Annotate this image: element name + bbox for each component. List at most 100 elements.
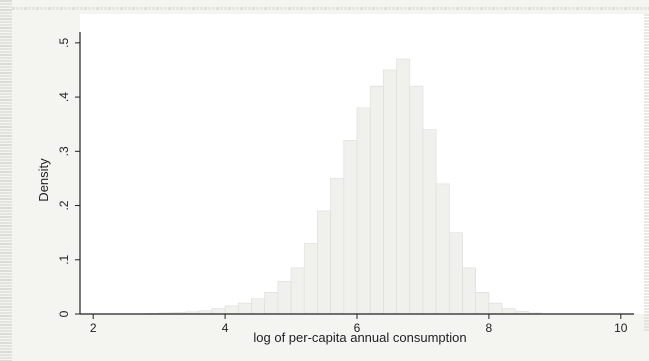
scan-speckle xyxy=(20,7,23,10)
scan-speckle xyxy=(0,240,12,242)
scan-speckle xyxy=(576,7,579,10)
histogram-bar xyxy=(449,232,463,315)
scan-speckle xyxy=(420,7,423,10)
scan-speckle xyxy=(644,260,649,262)
scan-speckle xyxy=(644,65,649,67)
scan-speckle xyxy=(644,38,649,40)
scan-speckle xyxy=(516,7,519,10)
scan-speckle xyxy=(476,7,479,10)
scan-speckle xyxy=(0,105,12,107)
scan-speckle xyxy=(644,209,649,211)
scan-speckle xyxy=(352,7,355,10)
scan-speckle xyxy=(644,35,649,37)
scan-speckle xyxy=(0,237,12,239)
scan-speckle xyxy=(456,7,459,10)
histogram-bar xyxy=(330,178,345,315)
scan-speckle xyxy=(0,102,12,104)
y-axis-ticks: 0 .1 .2 .3 .4 .5 xyxy=(57,38,80,317)
histogram-bar xyxy=(396,58,411,315)
scan-speckle xyxy=(644,206,649,208)
scan-speckle xyxy=(520,7,523,10)
scan-speckle xyxy=(284,7,287,10)
scan-speckle xyxy=(644,140,649,142)
scan-speckle xyxy=(644,278,649,280)
scan-speckle xyxy=(0,126,12,128)
scan-speckle xyxy=(508,7,511,10)
scan-speckle xyxy=(292,7,295,10)
scan-speckle xyxy=(0,210,12,212)
histogram-bars xyxy=(145,58,542,315)
histogram-bar xyxy=(211,308,226,315)
scan-speckle xyxy=(0,348,12,350)
scan-speckle xyxy=(644,281,649,283)
scan-speckle xyxy=(444,7,447,10)
scan-speckle xyxy=(0,33,12,35)
scan-speckle xyxy=(644,236,649,238)
scan-speckle xyxy=(644,86,649,88)
scan-speckle xyxy=(0,72,12,74)
scan-speckle xyxy=(0,318,12,320)
scan-speckle xyxy=(0,96,12,98)
scan-speckle xyxy=(644,143,649,145)
scan-speckle xyxy=(92,7,95,10)
scan-speckle xyxy=(296,7,299,10)
scan-speckle xyxy=(228,7,231,10)
scan-speckle xyxy=(0,276,12,278)
scan-speckle xyxy=(248,7,251,10)
scan-speckle xyxy=(0,303,12,305)
scan-speckle xyxy=(0,207,12,209)
scan-speckle xyxy=(588,7,591,10)
scan-speckle xyxy=(0,189,12,191)
histogram-bar xyxy=(277,281,292,315)
scan-speckle xyxy=(640,7,643,10)
x-tick-label: 4 xyxy=(222,321,229,335)
scan-speckle xyxy=(208,7,211,10)
scan-speckle xyxy=(128,7,131,10)
scan-speckle xyxy=(540,7,543,10)
scan-speckle xyxy=(380,7,383,10)
scan-speckle xyxy=(644,161,649,163)
scan-speckle xyxy=(196,7,199,10)
scan-speckle xyxy=(88,7,91,10)
scan-speckle xyxy=(644,302,649,304)
scan-speckle xyxy=(436,7,439,10)
scan-speckle xyxy=(0,18,12,20)
scan-speckle xyxy=(644,122,649,124)
scan-speckle xyxy=(0,315,12,317)
scan-speckle xyxy=(644,257,649,259)
scan-speckle xyxy=(644,116,649,118)
scan-speckle xyxy=(0,123,12,125)
scan-speckle xyxy=(644,287,649,289)
scan-speckle xyxy=(148,7,151,10)
scan-speckle xyxy=(0,333,12,335)
scan-speckle xyxy=(644,248,649,250)
scan-speckle xyxy=(644,50,649,52)
scan-speckle xyxy=(592,7,595,10)
scan-speckle xyxy=(416,7,419,10)
scan-speckle xyxy=(0,6,12,8)
y-tick-label: .5 xyxy=(57,38,71,48)
scan-speckle xyxy=(112,7,115,10)
scan-speckle xyxy=(644,125,649,127)
scan-speckle xyxy=(0,252,12,254)
scan-speckle xyxy=(644,254,649,256)
scan-speckle xyxy=(644,77,649,79)
scan-speckle xyxy=(0,306,12,308)
scan-speckle xyxy=(340,7,343,10)
scan-speckle xyxy=(0,177,12,179)
scan-speckle xyxy=(632,7,635,10)
scan-speckle xyxy=(240,7,243,10)
y-tick-label: .4 xyxy=(57,92,71,102)
scan-speckle xyxy=(0,42,12,44)
scan-speckle xyxy=(0,138,12,140)
scan-speckle xyxy=(336,7,339,10)
histogram-bar xyxy=(383,69,397,315)
scan-speckle xyxy=(0,249,12,251)
scan-speckle xyxy=(644,263,649,265)
scan-speckle xyxy=(644,275,649,277)
scan-speckle xyxy=(356,7,359,10)
scan-speckle xyxy=(120,7,123,10)
scan-speckle xyxy=(384,7,387,10)
scan-speckle xyxy=(0,168,12,170)
